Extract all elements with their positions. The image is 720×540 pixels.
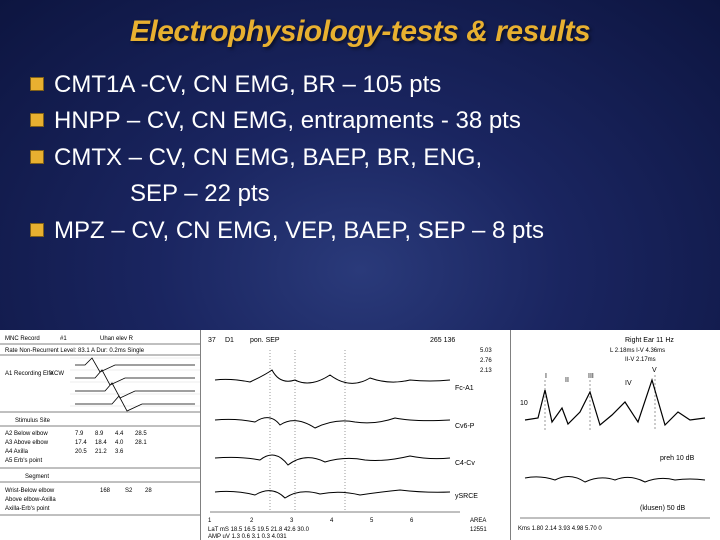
svg-text:Uhan elev R: Uhan elev R <box>100 336 134 342</box>
svg-text:265 136: 265 136 <box>430 337 455 344</box>
svg-text:#1: #1 <box>60 336 67 342</box>
svg-text:LaT mS 18.5 16.5 19.5 21.8: LaT mS 18.5 16.5 19.5 21.8 42.6 30.0 <box>208 527 310 533</box>
list-item: CMTX – CV, CN EMG, BAEP, BR, ENG, <box>30 142 695 174</box>
svg-text:A5 Erb's point: A5 Erb's point <box>5 458 42 464</box>
bullet-continuation: SEP – 22 pts <box>130 178 695 210</box>
bullet-text: HNPP – CV, CN EMG, entrapments - 38 pts <box>54 105 521 137</box>
bullet-icon <box>30 223 44 237</box>
svg-text:Fc-A1: Fc-A1 <box>455 385 474 392</box>
svg-text:AREA: AREA <box>470 518 486 524</box>
svg-text:IV: IV <box>625 380 632 387</box>
svg-text:A2 Below elbow: A2 Below elbow <box>5 431 48 437</box>
svg-text:D1: D1 <box>225 337 234 344</box>
svg-text:21.2: 21.2 <box>95 449 107 455</box>
svg-text:4.0: 4.0 <box>115 440 124 446</box>
svg-text:Axilla-Erb's point: Axilla-Erb's point <box>5 506 50 512</box>
svg-text:28: 28 <box>145 488 152 494</box>
bullet-text: CMTX – CV, CN EMG, BAEP, BR, ENG, <box>54 142 482 174</box>
svg-text:Rate Non-Recurrent Level: 83.: Rate Non-Recurrent Level: 83.1 A Dur: 0.… <box>5 348 145 354</box>
svg-text:Right Ear 11 Hz: Right Ear 11 Hz <box>625 337 674 344</box>
nerve-conduction-chart: MNC Record #1 Uhan elev R Rate Non-Recur… <box>0 330 200 540</box>
slide-title: Electrophysiology-tests & results <box>0 0 720 69</box>
bullet-icon <box>30 113 44 127</box>
svg-text:Kms 1.80 2.14 3.93 4.98 5: Kms 1.80 2.14 3.93 4.98 5.70 0 <box>518 526 602 532</box>
list-item: MPZ – CV, CN EMG, VEP, BAEP, SEP – 8 pts <box>30 215 695 247</box>
svg-text:XCW: XCW <box>50 371 64 377</box>
svg-text:37: 37 <box>208 337 216 344</box>
svg-text:3.6: 3.6 <box>115 449 124 455</box>
svg-text:168: 168 <box>100 488 111 494</box>
svg-text:7.9: 7.9 <box>75 431 84 437</box>
svg-text:Wrist-Below elbow: Wrist-Below elbow <box>5 488 55 494</box>
svg-text:AMP uV 1.3 0.6 3.1 0.3: AMP uV 1.3 0.6 3.1 0.3 4.031 <box>208 534 287 540</box>
svg-text:12551: 12551 <box>470 527 487 533</box>
svg-text:L 2.18ms I-V 4.36ms: L 2.18ms I-V 4.36ms <box>610 348 665 354</box>
svg-text:A3 Above elbow: A3 Above elbow <box>5 440 49 446</box>
svg-text:2.13: 2.13 <box>480 368 492 374</box>
svg-text:pon. SEP: pon. SEP <box>250 337 280 344</box>
sep-waveform-chart: 37 D1 pon. SEP 265 136 5.03 2.76 2.13 Fc… <box>200 330 510 540</box>
svg-text:I: I <box>545 373 547 380</box>
bullet-text: MPZ – CV, CN EMG, VEP, BAEP, SEP – 8 pts <box>54 215 544 247</box>
svg-text:4.4: 4.4 <box>115 431 124 437</box>
bullet-icon <box>30 77 44 91</box>
svg-text:28.1: 28.1 <box>135 440 147 446</box>
svg-text:Above elbow-Axilla: Above elbow-Axilla <box>5 497 56 503</box>
svg-text:Segment: Segment <box>25 474 49 480</box>
bullet-list: CMT1A -CV, CN EMG, BR – 105 pts HNPP – C… <box>0 69 720 247</box>
svg-text:8.9: 8.9 <box>95 431 104 437</box>
svg-text:10: 10 <box>520 400 528 407</box>
chart1-header-left: MNC Record <box>5 336 40 342</box>
bullet-text: CMT1A -CV, CN EMG, BR – 105 pts <box>54 69 441 101</box>
svg-text:Stimulus Site: Stimulus Site <box>15 418 51 424</box>
svg-text:A4 Axilla: A4 Axilla <box>5 449 29 455</box>
svg-text:20.5: 20.5 <box>75 449 87 455</box>
bullet-icon <box>30 150 44 164</box>
svg-text:28.5: 28.5 <box>135 431 147 437</box>
svg-text:C4-Cv: C4-Cv <box>455 460 475 467</box>
list-item: HNPP – CV, CN EMG, entrapments - 38 pts <box>30 105 695 137</box>
svg-text:S2: S2 <box>125 488 133 494</box>
svg-text:18.4: 18.4 <box>95 440 107 446</box>
svg-text:17.4: 17.4 <box>75 440 87 446</box>
svg-text:5.03: 5.03 <box>480 348 492 354</box>
baep-waveform-chart: Right Ear 11 Hz L 2.18ms I-V 4.36ms II-V… <box>510 330 720 540</box>
svg-text:II-V 2.17ms: II-V 2.17ms <box>625 357 656 363</box>
svg-text:ySRCE: ySRCE <box>455 493 478 500</box>
svg-text:II: II <box>565 377 569 384</box>
svg-text:A1 Recording Elfe: A1 Recording Elfe <box>5 371 54 377</box>
svg-text:Cv6-P: Cv6-P <box>455 423 475 430</box>
svg-text:2.76: 2.76 <box>480 358 492 364</box>
svg-text:V: V <box>652 367 657 374</box>
svg-text:III: III <box>588 373 594 380</box>
list-item: CMT1A -CV, CN EMG, BR – 105 pts <box>30 69 695 101</box>
svg-text:preh 10 dB: preh 10 dB <box>660 455 695 462</box>
chart-row: MNC Record #1 Uhan elev R Rate Non-Recur… <box>0 330 720 540</box>
svg-text:(klusen) 50 dB: (klusen) 50 dB <box>640 505 685 512</box>
